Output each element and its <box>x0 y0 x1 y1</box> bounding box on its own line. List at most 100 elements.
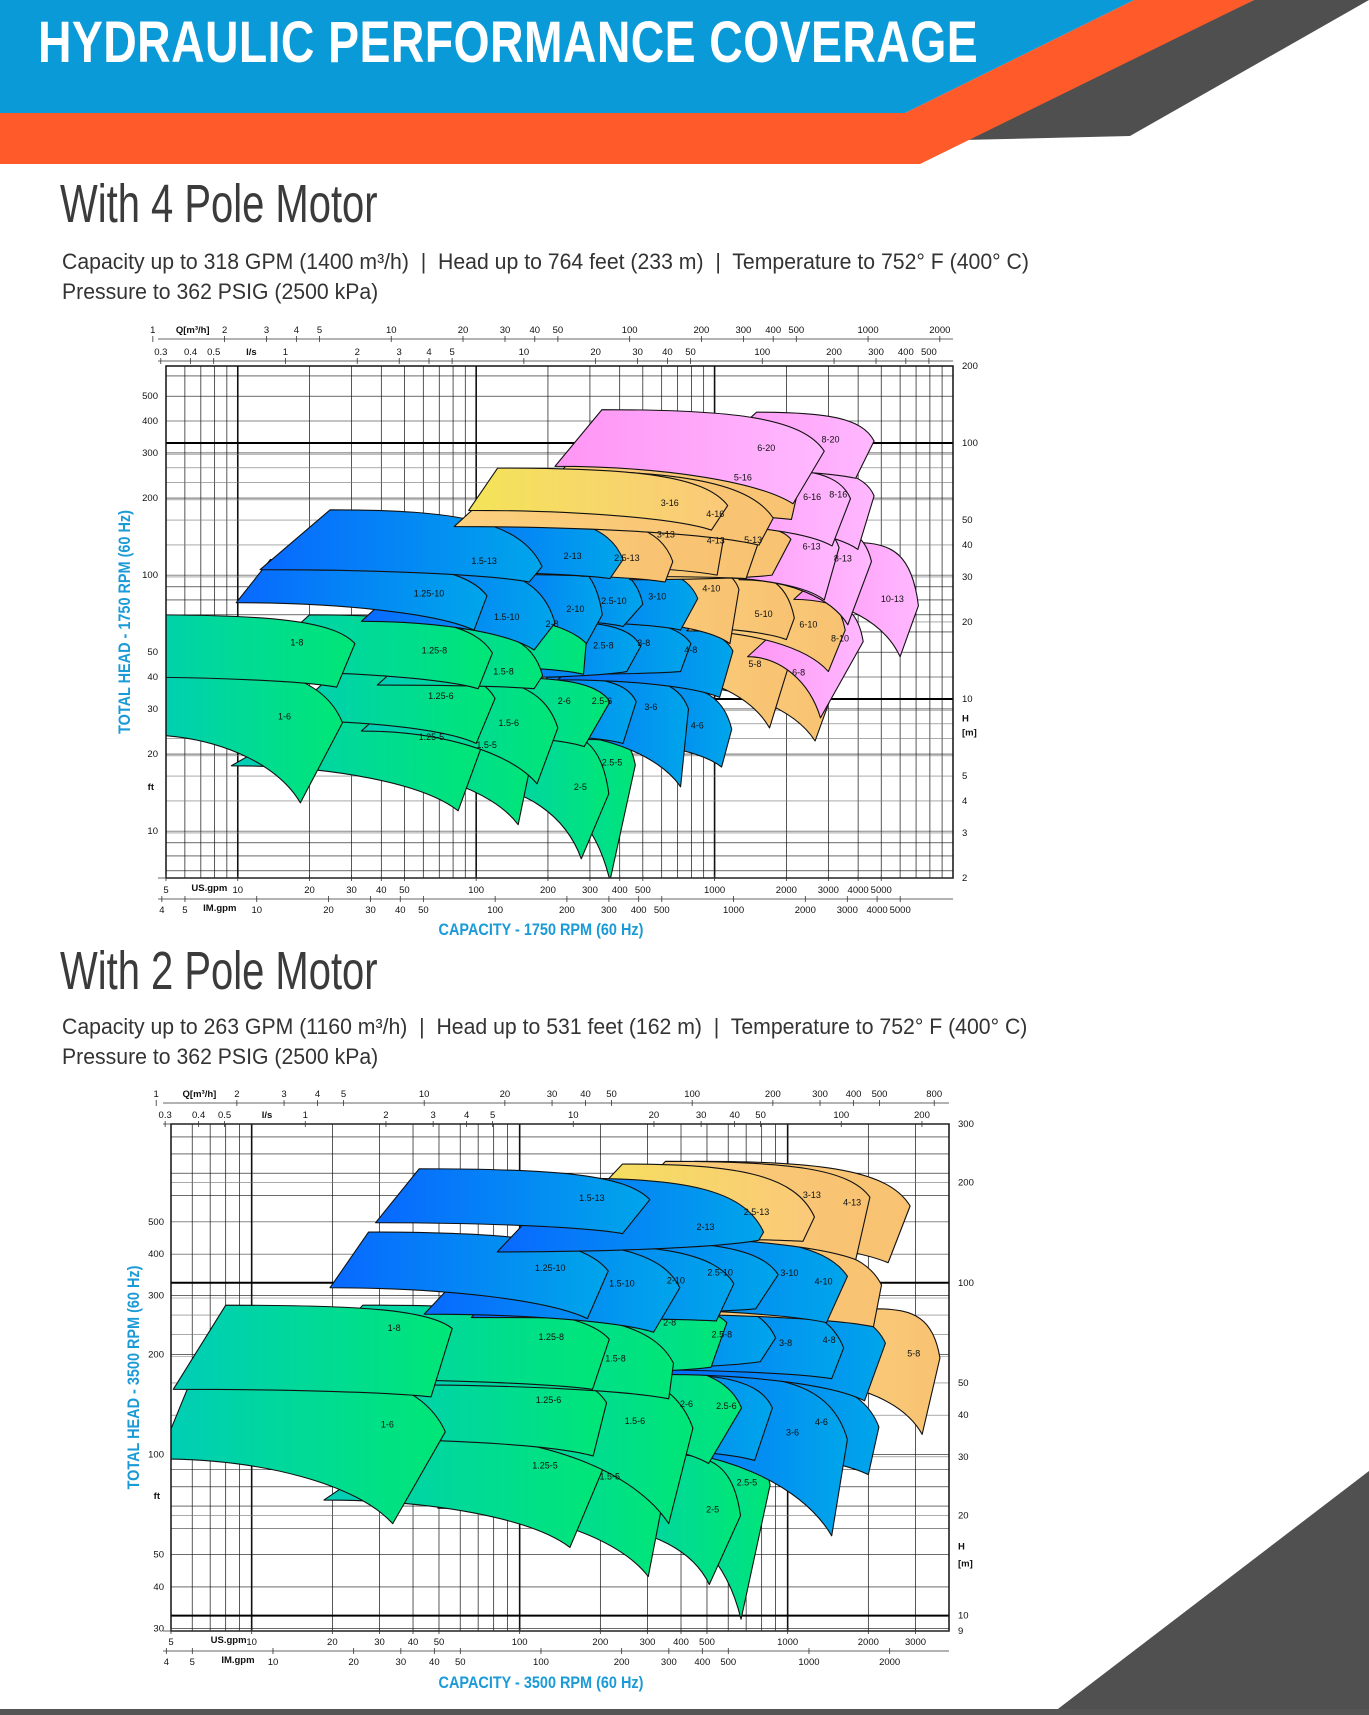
tick-label-bottom_im: 20 <box>323 905 334 916</box>
tick-label-top_ls: 300 <box>868 347 884 358</box>
section-title-2-pole: With 2 Pole Motor <box>60 941 378 1001</box>
tick-label-m: 200 <box>962 361 978 372</box>
tick-label-top_q: 4 <box>315 1089 320 1100</box>
coverage-label: 6-20 <box>757 443 775 453</box>
y-axis-title: TOTAL HEAD - 1750 RPM (60 Hz) <box>116 510 134 734</box>
coverage-label: 2.5-10 <box>707 1268 733 1278</box>
tick-label-bottom_us: 2000 <box>776 885 797 896</box>
coverage-label: 1-8 <box>388 1323 401 1333</box>
coverage-label: 2-10 <box>566 604 584 614</box>
coverage-label: 1-6 <box>278 712 291 722</box>
tick-label-bottom_us: 10 <box>232 885 243 896</box>
tick-label-top_ls: 500 <box>921 347 937 358</box>
tick-label-bottom_im: 30 <box>396 1657 407 1668</box>
unit-label-bottom_us: US.gpm <box>191 883 227 894</box>
coverage-label: 3-10 <box>780 1268 798 1278</box>
coverage-label: 5-16 <box>734 473 752 483</box>
unit-label-bottom_us: US.gpm <box>211 1635 247 1646</box>
tick-label-bottom_im: 5000 <box>890 905 911 916</box>
coverage-label: 1.5-13 <box>471 556 497 566</box>
coverage-label: 6-8 <box>792 668 805 678</box>
tick-label-top_q: 100 <box>684 1089 700 1100</box>
tick-label-ft: 500 <box>148 1217 164 1228</box>
coverage-label: 2.5-13 <box>614 553 640 563</box>
coverage-label: 2.5-5 <box>737 1477 758 1487</box>
coverage-region-1-8 <box>166 614 356 688</box>
specs-4-pole-line2: Pressure to 362 PSIG (2500 kPa) <box>62 279 379 304</box>
tick-label-ft: 400 <box>148 1249 164 1260</box>
coverage-label: 6-10 <box>799 620 817 630</box>
tick-label-top_q: 50 <box>606 1089 617 1100</box>
coverage-label: 5-8 <box>748 659 761 669</box>
coverage-label: 2-10 <box>667 1276 685 1286</box>
tick-label-m: 40 <box>962 540 973 551</box>
unit-label-top_ls: l/s <box>246 347 257 358</box>
y-axis-title: TOTAL HEAD - 3500 RPM (60 Hz) <box>125 1266 143 1490</box>
tick-label-ft: 50 <box>147 647 158 658</box>
coverage-label: 2.5-5 <box>602 758 623 768</box>
tick-label-top_ls: 100 <box>833 1110 849 1121</box>
tick-label-bottom_im: 50 <box>455 1657 466 1668</box>
coverage-label: 2-8 <box>663 1317 676 1327</box>
coverage-label: 2-6 <box>558 696 571 706</box>
tick-label-top_ls: 3 <box>397 347 402 358</box>
tick-label-top_q: 300 <box>812 1089 828 1100</box>
coverage-label: 3-8 <box>779 1338 792 1348</box>
tick-label-bottom_us: 1000 <box>704 885 725 896</box>
coverage-region-6-20 <box>554 409 825 505</box>
tick-label-top_q: 800 <box>926 1089 942 1100</box>
tick-label-top_q: 20 <box>458 325 469 336</box>
coverage-label: 2.5-8 <box>712 1330 733 1340</box>
coverage-label: 1.25-10 <box>414 588 445 598</box>
coverage-label: 2.5-6 <box>592 696 613 706</box>
tick-label-top_q: 400 <box>846 1089 862 1100</box>
tick-label-bottom_us: 3000 <box>818 885 839 896</box>
coverage-label: 1.25-5 <box>532 1460 558 1470</box>
tick-label-ft: 500 <box>142 391 158 402</box>
tick-label-bottom_im: 500 <box>654 905 670 916</box>
tick-label-top_ls: 30 <box>632 347 643 358</box>
header-blue-band <box>0 0 1134 113</box>
coverage-label: 1.25-8 <box>422 645 448 655</box>
tick-label-bottom_us: 100 <box>468 885 484 896</box>
tick-label-bottom_us: 4000 <box>848 885 869 896</box>
tick-label-bottom_im: 1000 <box>723 905 744 916</box>
tick-label-bottom_im: 500 <box>720 1657 736 1668</box>
tick-label-top_ls: 10 <box>519 347 530 358</box>
coverage-region-1-8 <box>172 1304 453 1398</box>
tick-label-m: 9 <box>958 1626 963 1637</box>
tick-label-top_ls: 5 <box>449 347 454 358</box>
tick-label-top_q: 200 <box>693 325 709 336</box>
tick-label-top_ls: 40 <box>729 1110 740 1121</box>
specs-2-pole-line1: Capacity up to 263 GPM (1160 m³/h) | Hea… <box>62 1014 1028 1039</box>
unit-label-right_m: [m] <box>962 727 977 738</box>
tick-label-top_ls: 1 <box>303 1110 308 1121</box>
tick-label-m: 4 <box>962 796 967 807</box>
coverage-label: 1-8 <box>290 637 303 647</box>
coverage-label: 2-13 <box>564 551 582 561</box>
footer-grey-bar <box>0 1709 1369 1715</box>
unit-label-bottom_im: IM.gpm <box>221 1655 254 1666</box>
coverage-label: 4-6 <box>691 720 704 730</box>
tick-label-top_ls: 20 <box>590 347 601 358</box>
coverage-label: 8-16 <box>829 490 847 500</box>
tick-label-bottom_us: 5 <box>163 885 168 896</box>
coverage-region-1.5-13 <box>259 509 543 583</box>
tick-label-m: 40 <box>958 1410 969 1421</box>
coverage-label: 1.25-8 <box>539 1332 565 1342</box>
tick-label-m: 300 <box>958 1119 974 1130</box>
coverage-labels: 2.5-5 2-5 1.5-5 1.25-5 4-6 3-6 2.5-6 2-6 1.5-6 1.… <box>278 435 904 792</box>
coverage-label: 5-10 <box>755 609 773 619</box>
tick-label-m: 5 <box>962 771 967 782</box>
tick-label-bottom_im: 300 <box>601 905 617 916</box>
tick-label-m: 100 <box>958 1278 974 1289</box>
tick-label-m: 20 <box>962 617 973 628</box>
tick-label-top_q: 40 <box>529 325 540 336</box>
tick-label-top_ls: 0.5 <box>218 1110 231 1121</box>
coverage-region-1.25-10 <box>329 1231 609 1320</box>
tick-label-m: 200 <box>958 1178 974 1189</box>
coverage-label: 3-6 <box>644 702 657 712</box>
tick-label-bottom_im: 30 <box>365 905 376 916</box>
tick-label-bottom_im: 10 <box>268 1657 279 1668</box>
